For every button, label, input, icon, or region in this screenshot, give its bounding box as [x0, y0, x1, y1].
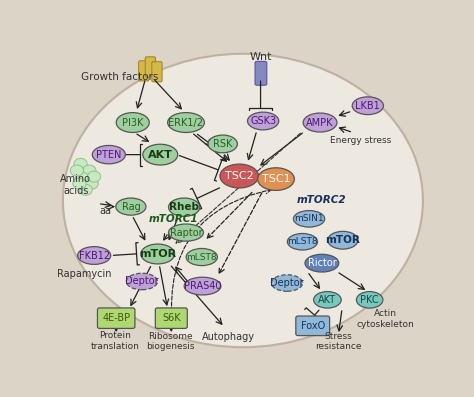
Ellipse shape	[257, 168, 294, 191]
Circle shape	[70, 165, 83, 176]
Text: AKT: AKT	[319, 295, 337, 305]
Text: ERK1/2: ERK1/2	[168, 118, 203, 127]
Ellipse shape	[116, 198, 146, 215]
Text: RSK: RSK	[213, 139, 232, 149]
Ellipse shape	[126, 273, 157, 290]
Text: TSC2: TSC2	[225, 171, 254, 181]
Ellipse shape	[352, 97, 383, 115]
Text: mTOR: mTOR	[139, 249, 176, 259]
Circle shape	[73, 178, 86, 189]
Ellipse shape	[303, 113, 337, 132]
Ellipse shape	[272, 275, 302, 291]
Ellipse shape	[305, 254, 339, 272]
Text: PTEN: PTEN	[96, 150, 121, 160]
Text: Growth factors: Growth factors	[81, 72, 158, 82]
Text: Rag: Rag	[121, 202, 140, 212]
Ellipse shape	[328, 231, 358, 249]
Text: Deptor: Deptor	[125, 276, 159, 287]
Text: Rheb: Rheb	[169, 202, 199, 212]
Text: TSC1: TSC1	[262, 174, 290, 184]
Text: Raptor: Raptor	[170, 227, 202, 237]
Text: mLST8: mLST8	[287, 237, 318, 246]
Ellipse shape	[168, 113, 204, 133]
FancyBboxPatch shape	[145, 57, 155, 77]
Text: PI3K: PI3K	[122, 118, 144, 127]
Text: Deptor: Deptor	[270, 278, 304, 288]
Ellipse shape	[220, 164, 258, 188]
Text: Stress
resistance: Stress resistance	[315, 332, 362, 351]
Circle shape	[79, 184, 92, 195]
Circle shape	[85, 178, 98, 189]
FancyBboxPatch shape	[98, 308, 135, 328]
Circle shape	[75, 172, 89, 183]
Text: Autophagy: Autophagy	[202, 331, 255, 341]
Ellipse shape	[78, 247, 110, 264]
Text: mTOR: mTOR	[326, 235, 360, 245]
Ellipse shape	[314, 291, 341, 308]
FancyBboxPatch shape	[255, 62, 267, 85]
Text: mSIN1: mSIN1	[294, 214, 324, 224]
Text: Rapamycin: Rapamycin	[57, 270, 111, 279]
Ellipse shape	[92, 145, 125, 164]
Ellipse shape	[356, 291, 383, 308]
Text: Actin
cytoskeleton: Actin cytoskeleton	[356, 309, 414, 329]
Ellipse shape	[186, 249, 218, 266]
Text: aa: aa	[99, 206, 111, 216]
Text: mTORC1: mTORC1	[148, 214, 198, 224]
FancyBboxPatch shape	[155, 308, 187, 328]
Text: Protein
translation: Protein translation	[91, 331, 139, 351]
FancyBboxPatch shape	[296, 316, 329, 335]
Text: PKC: PKC	[360, 295, 379, 305]
Circle shape	[83, 165, 96, 176]
Circle shape	[74, 158, 87, 169]
Text: Ribosome
biogenesis: Ribosome biogenesis	[146, 332, 194, 351]
Text: AKT: AKT	[148, 150, 173, 160]
Text: Energy stress: Energy stress	[330, 137, 391, 145]
Text: FoxO: FoxO	[301, 321, 325, 331]
Ellipse shape	[169, 198, 200, 216]
Ellipse shape	[184, 277, 221, 295]
Ellipse shape	[247, 112, 279, 130]
Text: LKB1: LKB1	[356, 101, 380, 111]
Ellipse shape	[287, 233, 318, 250]
Ellipse shape	[141, 244, 174, 264]
Ellipse shape	[293, 210, 325, 227]
Text: FKB12: FKB12	[79, 251, 109, 260]
Text: Rictor: Rictor	[308, 258, 336, 268]
Text: Amino
acids: Amino acids	[60, 174, 91, 196]
Ellipse shape	[63, 54, 423, 347]
Circle shape	[88, 171, 101, 182]
Ellipse shape	[208, 135, 237, 153]
Ellipse shape	[116, 113, 149, 133]
Text: mTORC2: mTORC2	[297, 195, 346, 206]
Text: 4E-BP: 4E-BP	[102, 313, 130, 323]
Text: S6K: S6K	[162, 313, 181, 323]
FancyBboxPatch shape	[152, 62, 162, 82]
Text: PRAS40: PRAS40	[184, 281, 221, 291]
FancyBboxPatch shape	[138, 61, 149, 81]
Text: mLST8: mLST8	[186, 252, 217, 262]
Ellipse shape	[143, 144, 178, 165]
Ellipse shape	[169, 224, 203, 241]
Text: AMPK: AMPK	[306, 118, 334, 127]
Text: Wnt: Wnt	[249, 52, 272, 62]
Text: GSK3: GSK3	[250, 116, 276, 126]
